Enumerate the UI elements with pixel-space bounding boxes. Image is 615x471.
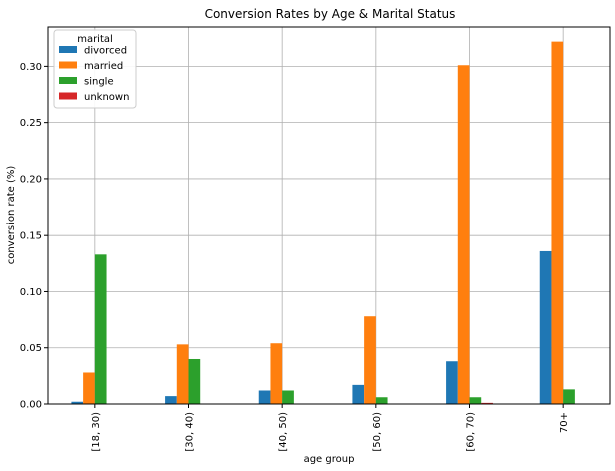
bars xyxy=(71,41,575,404)
legend-swatch-divorced xyxy=(59,46,77,53)
x-axis-label: age group xyxy=(304,454,355,465)
y-tick-label: 0.10 xyxy=(20,287,42,298)
y-axis-label: conversion rate (%) xyxy=(6,166,17,265)
bar-divorced xyxy=(352,384,365,404)
legend-label-divorced: divorced xyxy=(84,46,127,57)
bar-married xyxy=(457,65,470,404)
y-tick-label: 0.30 xyxy=(20,62,42,73)
bar-divorced xyxy=(539,250,552,404)
bar-divorced xyxy=(258,390,271,404)
x-tick-label: 70+ xyxy=(559,412,570,433)
bar-single xyxy=(282,390,294,404)
y-tick-label: 0.20 xyxy=(20,174,42,185)
x-tick-label: [18, 30) xyxy=(91,412,102,452)
x-tick-label: [40, 50) xyxy=(278,412,289,452)
bar-married xyxy=(270,343,283,404)
bar-single xyxy=(188,358,201,404)
legend-swatch-unknown xyxy=(59,92,77,100)
bar-married xyxy=(551,41,564,404)
bar-married xyxy=(364,316,376,404)
plot-frame xyxy=(47,26,611,405)
x-axis: [18, 30) [30, 40) [40, 50) [50, 60) [60, 70)… xyxy=(91,404,570,452)
bar-single xyxy=(469,397,482,404)
x-tick-label: [50, 60) xyxy=(372,412,383,452)
bar-single xyxy=(94,254,107,404)
bar-divorced xyxy=(71,401,84,404)
legend-label-unknown: unknown xyxy=(84,92,129,103)
legend-title: marital xyxy=(77,34,113,45)
bar-single xyxy=(375,397,388,404)
x-tick-label: [60, 70) xyxy=(466,412,477,452)
y-tick-label: 0.25 xyxy=(20,118,42,129)
legend-label-single: single xyxy=(84,77,114,88)
bar-single xyxy=(563,389,575,404)
y-tick-label: 0.15 xyxy=(20,231,42,242)
bar-divorced xyxy=(165,396,177,404)
legend-label-married: married xyxy=(84,61,123,72)
bar-divorced xyxy=(446,361,458,404)
legend: marital divorced married single unknown xyxy=(53,29,137,109)
x-tick-label: [30, 40) xyxy=(185,412,196,452)
bar-married xyxy=(176,344,189,404)
bar-married xyxy=(83,372,95,404)
y-tick-label: 0.00 xyxy=(20,400,42,411)
bar-unknown xyxy=(481,402,493,404)
chart-title: Conversion Rates by Age & Marital Status xyxy=(205,7,456,21)
legend-swatch-single xyxy=(59,77,77,84)
y-tick-label: 0.05 xyxy=(20,343,42,354)
legend-swatch-married xyxy=(59,61,77,69)
y-axis: 0.00 0.05 0.10 0.15 0.20 0.25 0.30 xyxy=(20,62,48,411)
